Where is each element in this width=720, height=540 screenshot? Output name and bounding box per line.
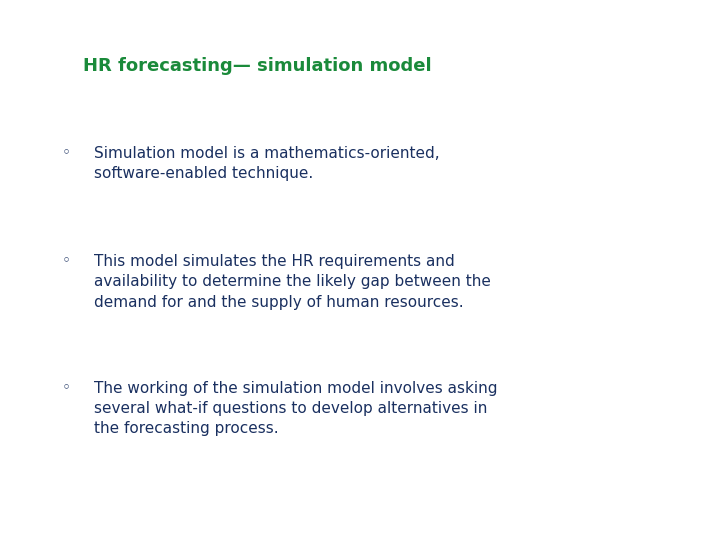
Text: ◦: ◦ bbox=[61, 381, 71, 396]
Text: This model simulates the HR requirements and
availability to determine the likel: This model simulates the HR requirements… bbox=[94, 254, 490, 309]
Text: ◦: ◦ bbox=[61, 146, 71, 161]
Text: The working of the simulation model involves asking
several what-if questions to: The working of the simulation model invo… bbox=[94, 381, 497, 436]
Text: HR forecasting— simulation model: HR forecasting— simulation model bbox=[83, 57, 431, 75]
Text: ◦: ◦ bbox=[61, 254, 71, 269]
Text: Simulation model is a mathematics-oriented,
software-enabled technique.: Simulation model is a mathematics-orient… bbox=[94, 146, 439, 181]
